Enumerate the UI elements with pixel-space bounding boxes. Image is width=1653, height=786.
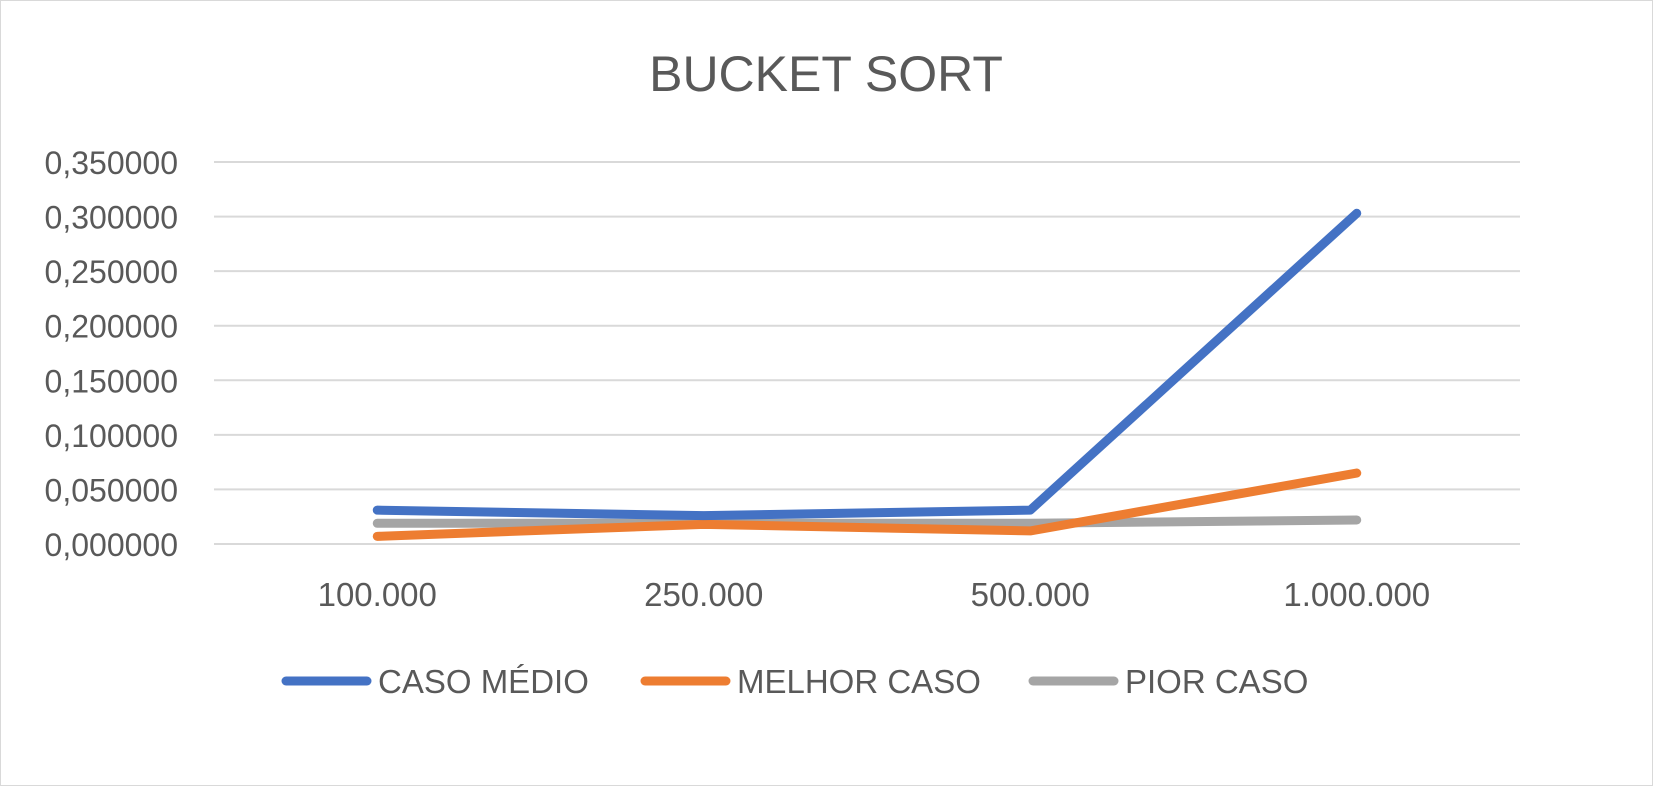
series-lines	[372, 208, 1362, 541]
y-axis-tick-labels: 0,000000 0,050000 0,100000 0,150000 0,200000…	[45, 145, 178, 563]
gridlines	[214, 161, 1520, 545]
x-tick-label: 500.000	[971, 576, 1090, 613]
y-tick-label: 0,150000	[45, 363, 178, 399]
y-tick-label: 0,100000	[45, 418, 178, 454]
x-tick-label: 1.000.000	[1283, 576, 1430, 613]
y-tick-label: 0,250000	[45, 254, 178, 290]
y-tick-label: 0,050000	[45, 472, 178, 508]
series-line	[372, 208, 1362, 521]
x-axis-tick-labels: 100.000 250.000 500.000 1.000.000	[318, 576, 1431, 613]
x-tick-label: 250.000	[644, 576, 763, 613]
y-tick-label: 0,300000	[45, 200, 178, 236]
legend-label: CASO MÉDIO	[378, 663, 589, 700]
y-tick-label: 0,350000	[45, 145, 178, 181]
legend: CASO MÉDIO MELHOR CASO PIOR CASO	[281, 663, 1308, 700]
chart-title: BUCKET SORT	[649, 46, 1003, 102]
x-tick-label: 100.000	[318, 576, 437, 613]
y-tick-label: 0,000000	[45, 527, 178, 563]
y-tick-label: 0,200000	[45, 309, 178, 345]
legend-label: MELHOR CASO	[737, 663, 981, 700]
series-line	[372, 515, 1362, 528]
series-line	[372, 468, 1362, 541]
legend-label: PIOR CASO	[1125, 663, 1308, 700]
